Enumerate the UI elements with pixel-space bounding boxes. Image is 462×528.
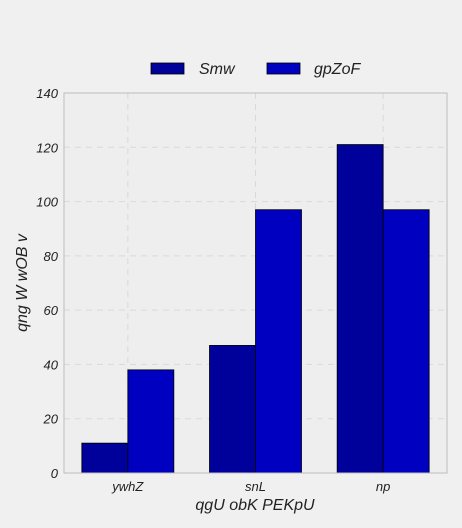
y-tick-label: 80 xyxy=(44,249,59,264)
bar-Smw-np xyxy=(336,144,384,474)
legend-label-gpZoF: gpZoF xyxy=(314,61,361,78)
legend-swatch-gpZoF xyxy=(266,62,301,75)
bar-Smw-ywhZ xyxy=(81,442,129,474)
y-tick-label: 0 xyxy=(51,466,59,481)
y-tick-label: 60 xyxy=(44,303,59,318)
legend-label-Smw: Smw xyxy=(199,61,236,78)
y-tick-label: 120 xyxy=(36,140,58,155)
x-tick-label: np xyxy=(376,479,390,494)
bars xyxy=(81,144,430,474)
y-tick-label: 140 xyxy=(36,86,58,101)
bar-gpZoF-snL xyxy=(255,209,302,474)
x-tick-labels: ywhZ snL np xyxy=(111,479,390,494)
bar-gpZoF-np xyxy=(382,209,430,474)
y-tick-label: 100 xyxy=(36,195,58,210)
x-tick-label: ywhZ xyxy=(111,479,144,494)
y-tick-label: 20 xyxy=(43,412,59,427)
x-tick-label: snL xyxy=(245,479,266,494)
bar-gpZoF-ywhZ xyxy=(127,369,175,474)
x-axis-label: qgU obK PEKpU xyxy=(195,497,315,514)
y-tick-label: 40 xyxy=(44,357,59,372)
legend: Smw gpZoF xyxy=(150,61,361,78)
bar-Smw-snL xyxy=(209,345,256,474)
y-axis-label: qng W wOB v xyxy=(14,233,31,332)
legend-swatch-Smw xyxy=(150,62,185,75)
y-tick-labels: 0 20 40 60 80 100 120 140 xyxy=(36,86,58,481)
plot-frame xyxy=(63,92,448,474)
